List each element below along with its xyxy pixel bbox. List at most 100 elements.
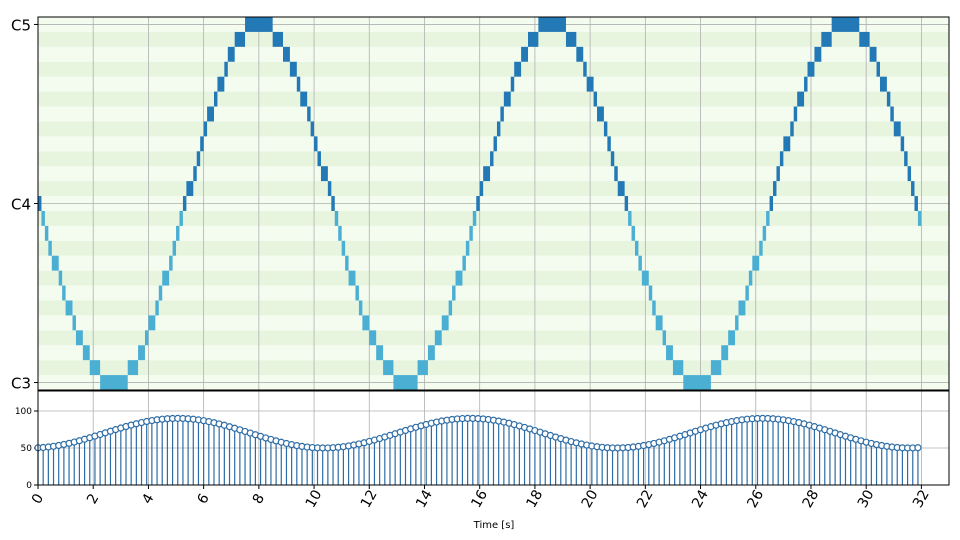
pitch-lane: [38, 76, 949, 92]
pitch-lane: [38, 330, 949, 346]
note: [538, 17, 566, 32]
velocity-tick-label: 100: [15, 407, 32, 417]
note: [427, 345, 435, 361]
note: [879, 76, 887, 92]
note: [893, 121, 901, 137]
note: [138, 345, 145, 361]
note: [779, 151, 784, 167]
note: [348, 270, 356, 286]
note: [583, 61, 587, 77]
note: [510, 76, 515, 92]
note: [327, 181, 332, 197]
note: [441, 315, 449, 331]
note: [434, 330, 442, 346]
note: [904, 151, 908, 167]
pitch-lane: [38, 31, 949, 47]
note: [179, 210, 183, 226]
note: [317, 151, 321, 167]
note: [127, 360, 139, 376]
note: [48, 240, 52, 256]
note: [310, 121, 315, 137]
note: [614, 166, 618, 182]
note: [369, 330, 377, 346]
note: [62, 285, 66, 301]
pitch-lane: [38, 240, 949, 256]
note: [521, 46, 529, 62]
note: [493, 136, 497, 152]
note: [807, 61, 815, 77]
note: [224, 61, 228, 77]
pitch-lane: [38, 360, 949, 376]
note: [917, 210, 922, 226]
note: [759, 240, 763, 256]
note: [158, 285, 163, 301]
x-tick-label: 14: [413, 487, 436, 511]
note: [603, 121, 608, 137]
x-tick-label: 26: [744, 487, 767, 511]
note: [776, 166, 780, 182]
note: [169, 255, 173, 271]
x-tick-label: 6: [194, 491, 212, 507]
note: [607, 136, 611, 152]
note: [100, 375, 128, 390]
note: [631, 225, 635, 241]
note: [634, 240, 639, 256]
note: [176, 225, 180, 241]
pitch-lane: [38, 91, 949, 107]
note: [638, 255, 642, 271]
note: [586, 76, 594, 92]
note: [804, 76, 808, 92]
x-tick-label: 24: [689, 487, 712, 511]
note: [245, 17, 273, 32]
pitch-lane: [38, 345, 949, 361]
note: [528, 31, 539, 47]
note: [200, 136, 204, 152]
note: [58, 270, 63, 286]
note: [213, 91, 218, 107]
note: [869, 46, 877, 62]
note: [790, 121, 794, 137]
note: [721, 345, 729, 361]
note: [483, 166, 491, 182]
note: [831, 17, 860, 32]
pitch-tick-label: C5: [11, 16, 31, 34]
note: [793, 106, 798, 122]
note: [766, 210, 770, 226]
note: [193, 166, 197, 182]
note: [821, 31, 832, 47]
pitch-tick-label: C4: [11, 196, 31, 214]
velocity-tick-label: 50: [21, 444, 33, 454]
note: [314, 136, 318, 152]
note: [672, 360, 684, 376]
note: [683, 375, 711, 390]
note: [610, 151, 615, 167]
note: [82, 345, 90, 361]
pitch-lane: [38, 210, 949, 226]
note: [624, 196, 629, 211]
x-tick-label: 12: [358, 487, 381, 510]
note: [469, 225, 473, 241]
note: [272, 31, 284, 47]
note: [376, 345, 384, 361]
time-axis: 0 2 4 6 8 10 12 14 16 18 20 22 24 26 28 30 32: [29, 485, 933, 511]
note: [148, 315, 156, 331]
note: [89, 360, 101, 376]
note: [710, 360, 722, 376]
note: [203, 121, 208, 137]
note: [490, 151, 494, 167]
x-tick-label: 20: [579, 487, 602, 510]
note: [597, 106, 604, 122]
note: [172, 240, 177, 256]
note: [476, 196, 480, 211]
note: [338, 225, 342, 241]
x-tick-label: 0: [29, 491, 47, 507]
note: [907, 166, 912, 182]
x-tick-label: 28: [800, 487, 823, 510]
pitch-lane: [38, 225, 949, 241]
note: [144, 330, 149, 346]
note: [641, 270, 649, 286]
note: [182, 196, 187, 211]
note: [383, 360, 394, 376]
note: [648, 285, 653, 301]
